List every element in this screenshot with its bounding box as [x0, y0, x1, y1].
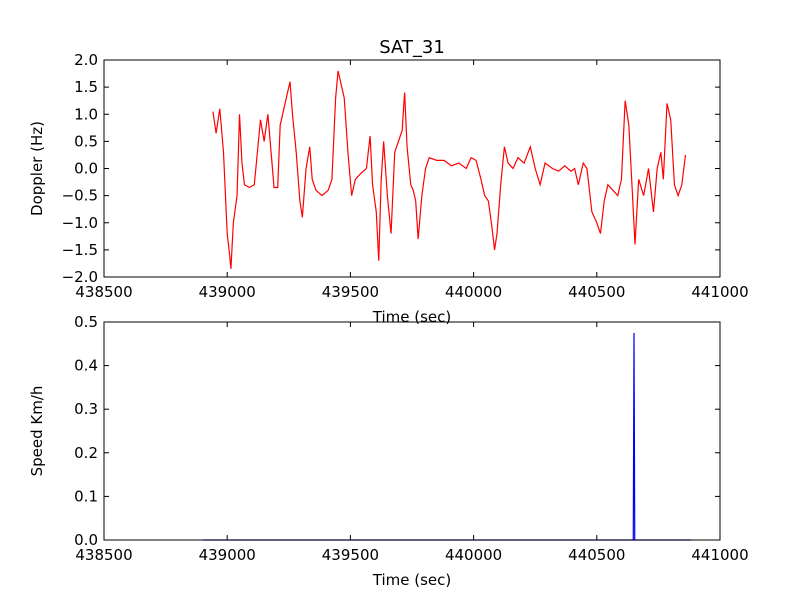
- y-tick-label: −2.0: [62, 268, 98, 286]
- y-axis-label: Doppler (Hz): [28, 121, 46, 216]
- y-tick-label: 1.0: [74, 105, 98, 123]
- axes-frame: [103, 59, 721, 278]
- y-tick-label: 1.5: [74, 78, 98, 96]
- y-tick-label: 0.0: [74, 160, 98, 178]
- x-tick-label: 439000: [199, 283, 256, 301]
- x-tick-label: 441000: [691, 283, 748, 301]
- y-tick-label: 0.2: [74, 444, 98, 462]
- x-tick-label: 440500: [568, 546, 625, 564]
- x-axis-label: Time (sec): [372, 571, 451, 589]
- chart-title: SAT_31: [379, 37, 445, 58]
- y-tick-label: −0.5: [62, 187, 98, 205]
- x-tick-label: 439500: [322, 546, 379, 564]
- y-tick-label: 0.5: [74, 132, 98, 150]
- y-tick-label: −1.0: [62, 214, 98, 232]
- y-tick-label: 0.5: [74, 313, 98, 331]
- x-axis-label: Time (sec): [372, 308, 451, 326]
- y-tick-label: −1.5: [62, 241, 98, 259]
- data-line: [212, 70, 687, 269]
- axes-frame: [103, 321, 721, 541]
- y-tick-label: 2.0: [74, 51, 98, 69]
- y-tick-label: 0.3: [74, 400, 98, 418]
- y-axis-label: Speed Km/h: [28, 386, 46, 477]
- x-tick-label: 440500: [568, 283, 625, 301]
- x-tick-label: 440000: [445, 283, 502, 301]
- x-tick-label: 438500: [75, 546, 132, 564]
- x-tick-label: 439000: [199, 546, 256, 564]
- y-tick-label: 0.0: [74, 531, 98, 549]
- x-tick-label: 441000: [691, 546, 748, 564]
- x-tick-label: 438500: [75, 283, 132, 301]
- x-tick-label: 440000: [445, 546, 502, 564]
- y-tick-label: 0.1: [74, 487, 98, 505]
- y-tick-label: 0.4: [74, 357, 98, 375]
- x-tick-label: 439500: [322, 283, 379, 301]
